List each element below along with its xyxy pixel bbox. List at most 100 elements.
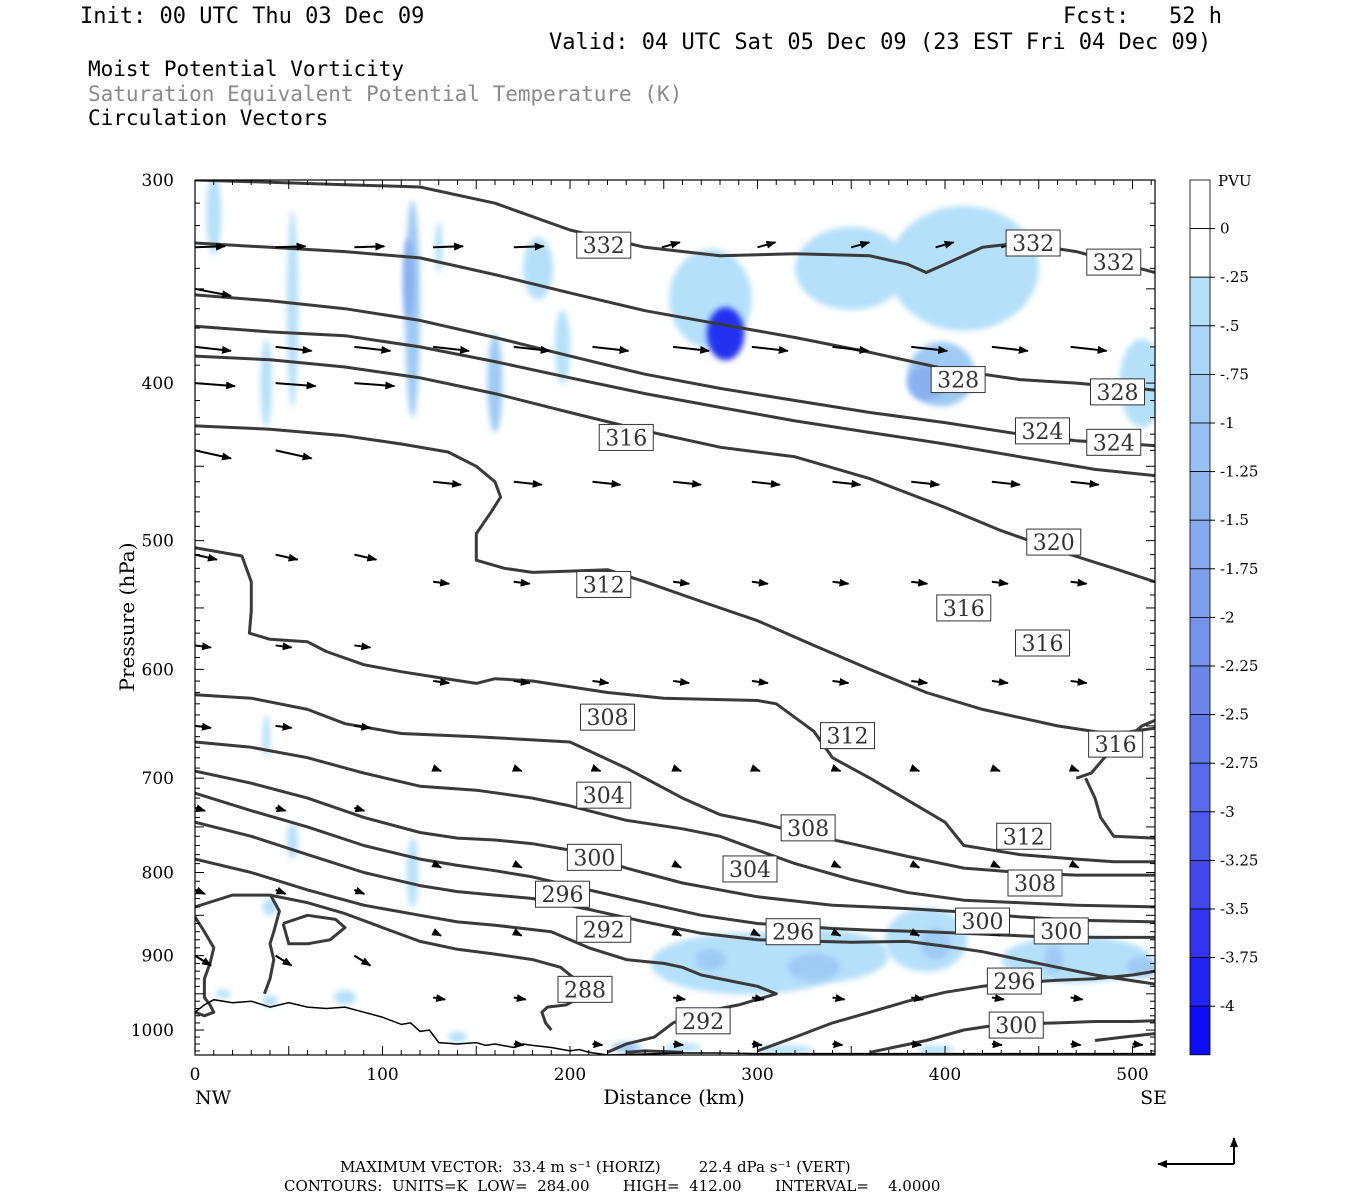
circulation-vector [751,479,781,488]
colorbar-segment [1189,714,1211,764]
contour-label-box [576,570,632,598]
circulation-vector [751,345,789,354]
pv-region [611,1041,642,1053]
circulation-vector [592,479,622,488]
circulation-vector [431,928,443,937]
circulation-vector [1070,578,1088,587]
contour-label-box [765,918,821,946]
colorbar-tick-label: -3 [1220,803,1235,821]
circulation-vector [433,677,451,686]
colorbar-tick-label: -3.5 [1220,900,1249,918]
circulation-vector [832,345,870,354]
circulation-vector [195,954,212,967]
x-tick-label: 400 [929,1065,961,1085]
circulation-vector [830,764,842,772]
circulation-vector [1070,994,1084,1002]
contour-label-box [936,594,992,622]
colorbar-segment [1189,908,1211,958]
circulation-vector [354,553,378,562]
circulation-vector [832,578,850,587]
circulation-vector [592,1040,604,1049]
colorbar-segment [1189,373,1211,424]
contour-label-box [986,967,1042,995]
x-end-left-label: NW [195,1087,232,1109]
circulation-vector [275,242,307,251]
theta-es-contour-line [1094,1032,1155,1042]
contour-label: 292 [583,918,625,943]
circulation-vector [275,553,299,562]
circulation-vector [909,860,921,869]
contour-label-box [1086,428,1142,456]
circulation-vector [513,1040,525,1049]
max-vector-note: MAXIMUM VECTOR: 33.4 m s⁻¹ (HORIZ) 22.4 … [340,1158,851,1176]
colorbar-segment [1189,762,1211,813]
contour-label: 320 [1033,531,1075,556]
colorbar-segment [1189,325,1211,375]
theta-es-contour-line [195,893,581,1031]
circulation-vector [991,994,1005,1002]
circulation-vector [672,994,687,1002]
circulation-vector [513,994,527,1002]
plot-frame [194,179,1156,1056]
circulation-vector [432,994,447,1002]
circulation-vector [431,764,443,772]
theta-es-contour-line [195,324,1155,478]
circulation-vector [195,449,232,461]
colorbar-tick-label: -4 [1220,997,1235,1015]
circulation-vector [275,642,293,651]
theta-es-contour-line [195,293,1155,448]
circulation-vector [590,764,602,772]
circulation-vector [195,287,232,299]
theta-es-contour-line [281,913,347,946]
contour-label: 312 [583,573,625,598]
contour-label: 332 [583,234,625,259]
circulation-vector [991,1040,1003,1049]
circulation-vector [830,928,842,937]
colorbar-tick-label: -2.25 [1220,657,1258,675]
axes: 0 100 200 300 400 500 300 400 500 600 700 800 900 100… [131,171,1155,1085]
pv-region [916,1045,955,1054]
circulation-vector [673,677,691,686]
circulation-vector [990,860,1001,869]
colorbar-segment [1189,617,1211,667]
contour-label: 308 [787,817,829,842]
y-tick-label: 600 [142,660,174,680]
y-axis-label: Pressure (hPa) [115,543,139,692]
circulation-vector [850,240,871,249]
circulation-vector [275,954,293,967]
colorbar-title: PVU [1218,172,1252,190]
contour-label: 324 [1093,431,1135,456]
colorbar-tick-label: -3.75 [1220,949,1258,967]
contour-label-box [1005,229,1061,257]
circulation-vector [513,677,531,686]
y-tick-label: 400 [142,374,174,394]
reference-vector-icon [1157,1137,1238,1168]
circulation-vector [750,928,761,937]
theta-es-contour-line [195,740,1155,909]
circulation-vector [751,578,769,587]
theta-es-contour-line [195,916,216,1018]
colorbar-tick-label: -1 [1220,414,1235,432]
pv-region [406,837,419,908]
contour-label: 308 [587,706,629,731]
x-tick-label: 100 [366,1065,398,1085]
contour-label-box [1033,917,1089,945]
circulation-vector [195,345,232,354]
contour-label: 312 [1003,825,1045,850]
contour-label-box [988,1011,1044,1039]
y-tick-label: 900 [142,947,174,967]
colorbar-tick-label: -.5 [1220,317,1239,335]
contour-label-box [1090,378,1145,406]
circulation-vector [991,677,1009,686]
circulation-vector [511,860,523,869]
x-axis-label: Distance (km) [603,1085,745,1109]
contour-label-box [1007,869,1063,897]
circulation-vector [433,345,471,354]
theta-es-contour-line [1084,777,1155,840]
theta-es-contour-line [195,546,1155,864]
colorbar-tick-label: -1.25 [1220,463,1258,481]
circulation-vector [911,345,949,354]
circulation-vector [751,1040,763,1049]
colorbar-tick-label: 0 [1220,220,1230,238]
